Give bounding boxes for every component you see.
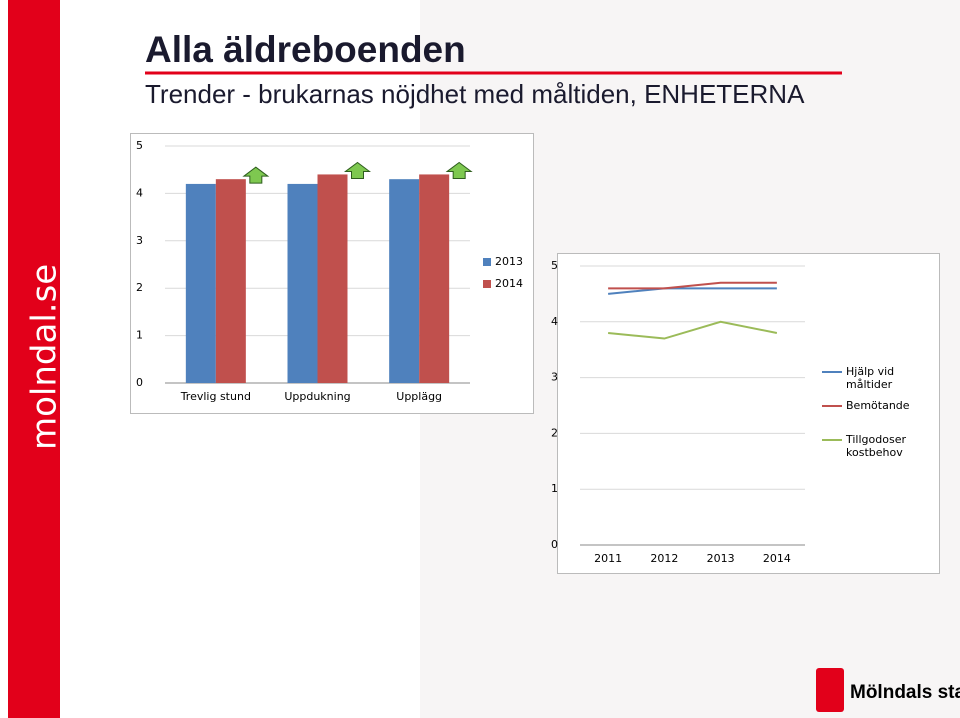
bar: [185, 183, 216, 383]
chart-frame: [557, 253, 940, 574]
y-tick-label: 0: [136, 376, 143, 389]
y-tick-label: 5: [136, 139, 143, 152]
subtitle: Trender - brukarnas nöjdhet med måltiden…: [145, 79, 805, 109]
trend-arrow: [242, 166, 270, 184]
x-tick-label: 2013: [707, 552, 735, 565]
x-tick-label: Trevlig stund: [180, 390, 251, 403]
logo-text: Mölndals stad: [850, 682, 960, 703]
x-tick-label: 2014: [763, 552, 791, 565]
legend-label: Tillgodoser kostbehov: [846, 433, 906, 459]
side-text: molndal.se: [25, 264, 65, 450]
x-tick-label: 2012: [650, 552, 678, 565]
x-tick-label: 2011: [594, 552, 622, 565]
x-tick-label: Uppdukning: [284, 390, 350, 403]
legend-label: 2013: [495, 255, 523, 268]
line-series: [608, 287, 777, 295]
y-tick-label: 5: [551, 259, 558, 272]
bar: [287, 183, 318, 383]
y-tick-label: 2: [551, 426, 558, 439]
legend-label: Bemötande: [846, 399, 910, 412]
y-tick-label: 1: [551, 482, 558, 495]
line-series: [608, 281, 777, 290]
logo-shield: [816, 668, 844, 712]
bar: [215, 179, 246, 383]
legend-swatch: [483, 258, 491, 266]
bar: [317, 174, 348, 383]
y-tick-label: 1: [136, 329, 143, 342]
line-series: [608, 320, 778, 340]
trend-arrow: [445, 161, 473, 179]
y-tick-label: 4: [136, 186, 143, 199]
title: Alla äldreboenden: [145, 29, 466, 70]
legend-label: Hjälp vid måltider: [846, 365, 895, 391]
bar: [419, 174, 450, 383]
y-tick-label: 4: [551, 315, 558, 328]
x-tick-label: Upplägg: [396, 390, 442, 403]
y-tick-label: 3: [136, 234, 143, 247]
trend-arrow: [344, 161, 371, 179]
legend-label: 2014: [495, 277, 523, 290]
y-tick-label: 3: [551, 371, 558, 384]
bar: [389, 179, 420, 383]
y-tick-label: 0: [551, 538, 558, 551]
legend-swatch: [483, 280, 491, 288]
y-tick-label: 2: [136, 281, 143, 294]
side-bar: [8, 0, 60, 718]
